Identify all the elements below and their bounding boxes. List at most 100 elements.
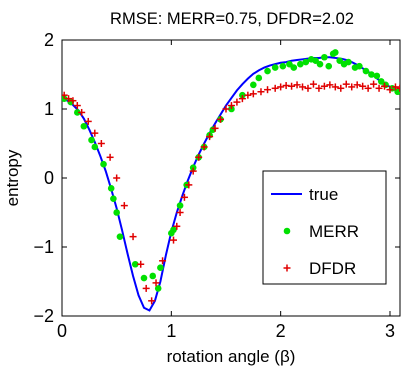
merr-point [362,67,370,75]
merr-point [271,64,279,71]
dfdr-point [173,222,181,230]
dfdr-point [315,84,323,92]
merr-point [382,81,389,89]
merr-point [88,136,95,144]
merr-point [154,285,162,292]
legend-label-dfdr: DFDR [309,259,356,278]
dfdr-point [337,84,345,92]
x-tick-label: 0 [57,321,67,341]
y-tick-label: 0 [44,168,54,188]
dfdr-point [180,193,188,201]
merr-point [176,202,184,209]
dfdr-point [137,260,145,268]
dfdr-point [348,83,356,91]
merr-point [80,122,88,130]
dfdr-point [227,102,235,110]
dfdr-point [320,82,328,90]
dfdr-point [277,83,285,91]
y-tick-label: −2 [33,306,54,326]
merr-point [345,58,352,66]
legend-label-true: true [309,185,338,204]
merr-point [250,81,257,89]
dfdr-point [375,84,383,92]
dfdr-point [293,81,301,89]
dfdr-point [148,297,156,305]
dfdr-point [233,98,241,106]
dfdr-point [353,81,361,89]
dfdr-point [170,236,178,244]
dfdr-point [142,284,150,292]
merr-point [149,272,157,280]
dfdr-point [364,84,372,92]
y-tick-label: 1 [44,99,54,119]
series-layer [62,49,400,312]
dfdr-point [195,153,203,161]
x-tick-label: 2 [276,321,286,341]
merr-point [279,62,287,70]
dfdr-point [288,82,296,90]
dfdr-point [113,174,121,182]
merr-point [74,109,81,116]
merr-point [140,274,148,282]
y-tick-label: −1 [33,237,54,257]
dfdr-point [73,102,81,110]
legend-box [262,170,387,285]
merr-point [170,226,177,234]
dfdr-point [304,84,312,92]
dfdr-point [65,95,73,103]
dfdr-point [396,84,400,92]
merr-point [368,71,375,78]
x-tick-label: 1 [166,321,176,341]
merr-point [290,64,298,71]
merr-point [107,185,115,192]
dfdr-point [211,124,219,132]
merr-point [356,62,363,70]
dfdr-point [238,95,246,103]
dfdr-point [249,90,257,98]
dfdr-point [331,83,339,91]
merr-point [255,74,263,82]
dfdr-point [217,115,225,123]
dfdr-point [152,279,160,287]
merr-point [110,195,117,202]
legend-label-merr: MERR [309,222,359,241]
dfdr-point [78,108,86,116]
dfdr-point [386,86,394,94]
dfdr-point [159,257,167,265]
chart-title: RMSE: MERR=0.75, DFDR=2.02 [110,10,354,28]
dfdr-point [185,181,193,189]
dfdr-point [206,133,214,141]
legend: true MERR DFDR [262,170,387,285]
merr-point [100,160,107,168]
y-axis-label: entropy [3,149,22,206]
merr-point [332,49,339,56]
dfdr-point [264,86,272,94]
dfdr-point [84,117,92,125]
x-tick-label: 3 [385,321,395,341]
dfdr-point [359,82,367,90]
legend-swatch-dfdr [283,264,291,272]
dfdr-point [271,84,279,92]
axis-tick-labels: 0 1 2 3 −2 −1 0 1 2 [33,30,395,341]
dfdr-point [97,140,105,147]
merr-point [116,233,124,240]
legend-swatch-merr [283,227,291,235]
dfdr-point [391,83,399,91]
dfdr-point [120,202,128,210]
axis-ticks [61,39,400,317]
dfdr-point [257,88,265,96]
dfdr-point [326,81,334,89]
dfdr-point [91,129,99,137]
y-tick-label: 2 [44,30,54,50]
merr-point [373,72,381,80]
merr-point [131,260,139,268]
merr-point [264,67,271,75]
merr-point [325,62,333,70]
merr-point [302,58,310,66]
dfdr-series [62,80,400,305]
dfdr-point [342,80,350,88]
dfdr-point [176,209,184,216]
merr-point [297,60,304,68]
dfdr-point [129,233,137,241]
